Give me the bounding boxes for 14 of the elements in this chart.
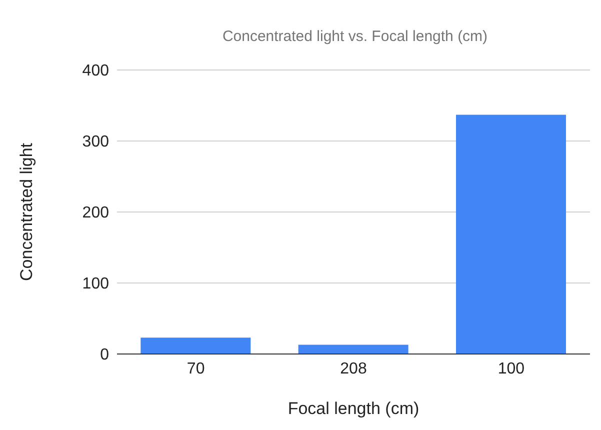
bar	[298, 344, 408, 354]
x-tick-label: 100	[498, 360, 525, 378]
y-tick-label: 100	[82, 276, 110, 293]
x-axis-title: Focal length (cm)	[288, 399, 420, 418]
bar	[140, 338, 251, 354]
y-tick-label: 400	[82, 62, 110, 80]
y-tick-label: 300	[82, 134, 110, 151]
y-axis-title: Concentrated light	[17, 142, 36, 281]
x-tick-label: 70	[186, 360, 205, 378]
y-tick-label: 200	[82, 204, 110, 222]
chart-title: Concentrated light vs. Focal length (cm)	[221, 28, 489, 45]
bar	[456, 114, 566, 354]
x-tick-label: 208	[340, 360, 367, 378]
y-tick-label: 0	[100, 346, 110, 364]
